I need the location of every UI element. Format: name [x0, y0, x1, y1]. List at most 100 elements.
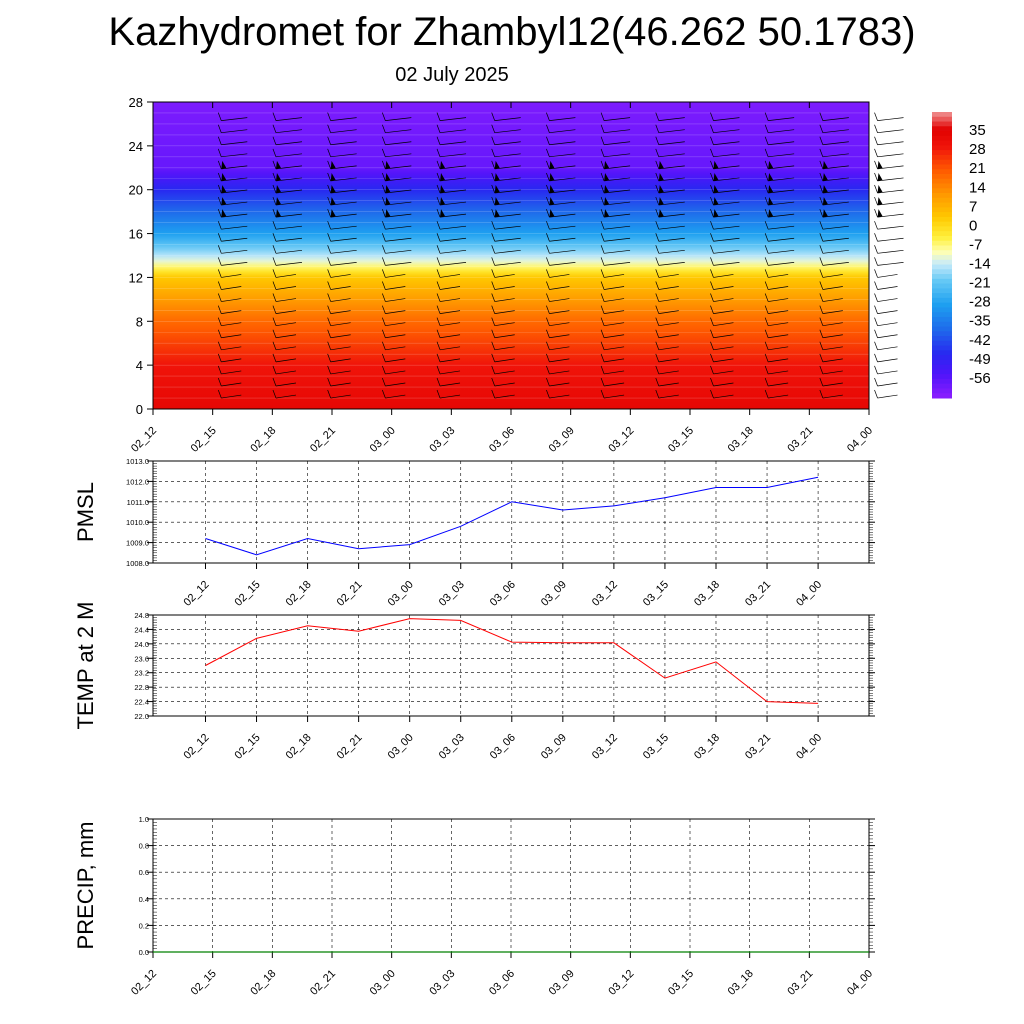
- wind-barb: [327, 293, 351, 302]
- wind-barb: [491, 148, 521, 158]
- wind-barb: [546, 293, 570, 302]
- temp-x-tick-label: 03_21: [743, 732, 773, 762]
- wind-barb: [764, 257, 795, 266]
- pmsl-y-tick-label: 1013.0: [126, 457, 149, 466]
- wind-barb: [710, 172, 740, 182]
- wind-barb: [382, 160, 412, 170]
- temp-x-tick-label: 04_00: [794, 732, 824, 762]
- wind-barb: [546, 269, 570, 278]
- wind-barb: [272, 160, 303, 170]
- wind-barb: [382, 172, 412, 182]
- colorbar-swatch: [932, 364, 952, 370]
- wind-barb: [655, 377, 679, 387]
- colorbar-swatch: [932, 178, 952, 184]
- wind-barb: [655, 160, 685, 170]
- wind-barb: [217, 209, 248, 218]
- wind-barb: [546, 305, 570, 314]
- wind-barb: [600, 196, 631, 206]
- wind-barb: [655, 293, 679, 302]
- pmsl-ylabel: PMSL: [73, 482, 98, 542]
- wind-barb: [546, 281, 570, 290]
- colorbar-swatch: [932, 183, 952, 189]
- wind-barb: [764, 389, 789, 399]
- wind-barb: [272, 184, 303, 194]
- colorbar-label: 21: [969, 160, 986, 177]
- x-tick-label: 02_21: [308, 425, 338, 455]
- wind-barb: [819, 136, 849, 146]
- wind-barb: [382, 221, 412, 230]
- wind-barb: [382, 269, 406, 278]
- colorbar-swatch: [932, 245, 952, 251]
- wind-barb: [436, 341, 461, 351]
- wind-barb: [874, 305, 898, 314]
- precip-x-tick-label: 03_09: [547, 968, 577, 998]
- wind-barb: [710, 257, 740, 266]
- wind-barb: [436, 377, 461, 387]
- colorbar-swatch: [932, 378, 952, 385]
- temp-x-tick-label: 02_21: [335, 732, 365, 762]
- wind-barb: [491, 112, 521, 121]
- wind-barb: [764, 329, 789, 339]
- wind-barb: [710, 329, 734, 339]
- wind-barb: [546, 353, 570, 363]
- colorbar-swatch: [932, 283, 952, 289]
- wind-barb: [272, 112, 303, 121]
- temp-x-tick-label: 03_00: [386, 732, 416, 762]
- wind-barb: [546, 341, 570, 351]
- precip-x-tick-label: 03_12: [606, 968, 636, 998]
- wind-barb: [710, 136, 740, 146]
- wind-barb: [382, 196, 412, 206]
- wind-barb: [764, 377, 789, 387]
- wind-barb: [491, 353, 515, 363]
- colorbar-swatch: [932, 221, 952, 227]
- wind-barb: [710, 365, 734, 375]
- wind-barb: [327, 196, 357, 206]
- wind-barb: [491, 245, 521, 254]
- wind-barb: [272, 389, 297, 399]
- wind-barb: [327, 329, 351, 339]
- wind-barb: [272, 245, 303, 254]
- wind-barb: [272, 341, 297, 351]
- pmsl-y-tick-label: 1010.0: [126, 518, 149, 527]
- wind-barb: [819, 245, 849, 254]
- precip-x-tick-label: 03_18: [726, 968, 756, 998]
- wind-barb: [436, 305, 461, 314]
- wind-barb: [217, 124, 248, 134]
- wind-barb: [436, 136, 467, 146]
- wind-barb: [874, 184, 904, 194]
- wind-barb: [436, 245, 467, 254]
- pmsl-x-tick-label: 03_06: [488, 579, 518, 609]
- wind-barb: [217, 317, 242, 327]
- colorbar-swatch: [932, 355, 952, 361]
- colorbar-swatch: [932, 207, 952, 213]
- wind-barb: [874, 148, 904, 158]
- wind-barb: [600, 293, 625, 302]
- wind-barb: [436, 124, 467, 134]
- wind-barb: [436, 221, 467, 230]
- pmsl-x-tick-label: 03_03: [437, 579, 467, 609]
- wind-barb: [819, 209, 849, 218]
- wind-barb: [217, 281, 242, 290]
- x-tick-label: 02_18: [248, 425, 278, 455]
- wind-barb: [655, 317, 679, 327]
- colorbar-swatch: [932, 226, 952, 232]
- wind-barb: [382, 365, 406, 375]
- wind-barb: [600, 172, 631, 182]
- wind-barb: [600, 257, 631, 266]
- wind-barb: [491, 269, 515, 278]
- wind-barb: [764, 281, 789, 290]
- temp-y-tick-label: 22.0: [134, 712, 149, 721]
- wind-barb: [491, 389, 515, 399]
- wind-barb: [874, 341, 898, 351]
- wind-barb: [491, 329, 515, 339]
- wind-barb: [491, 293, 515, 302]
- y-tick-label: 24: [129, 139, 143, 154]
- colorbar-swatch: [932, 145, 952, 151]
- x-tick-label: 03_03: [427, 425, 457, 455]
- wind-barb: [382, 377, 406, 387]
- x-tick-label: 03_09: [547, 425, 577, 455]
- wind-barb: [764, 196, 795, 206]
- colorbar-swatch: [932, 212, 952, 218]
- wind-barb: [272, 257, 303, 266]
- wind-barb: [546, 233, 576, 242]
